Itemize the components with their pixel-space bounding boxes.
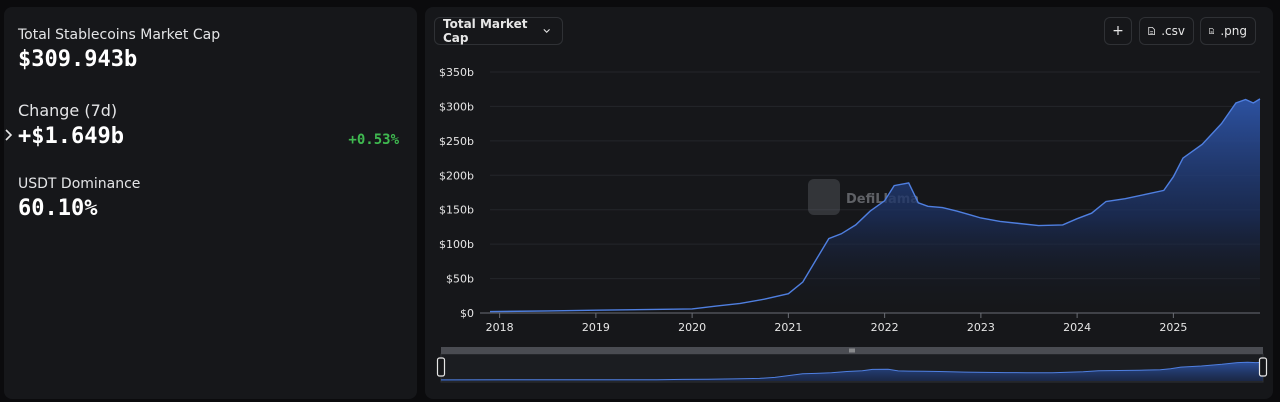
x-tick-label: 2025 <box>1159 321 1187 334</box>
chevron-down-icon <box>543 28 550 33</box>
x-tick-label: 2018 <box>486 321 514 334</box>
add-label: + <box>1112 23 1124 39</box>
chart-panel: DefiLlama $0 $50b $100b $150b $200b $250b $300… <box>425 7 1273 399</box>
chevron-right-icon[interactable] <box>4 128 14 142</box>
market-cap-value: $309.943b <box>18 47 138 72</box>
y-tick-label: $350b <box>439 66 474 79</box>
y-tick-label: $50b <box>446 273 474 286</box>
llama-logo-icon <box>808 179 840 215</box>
range-slider[interactable] <box>436 347 1268 383</box>
add-button[interactable]: + <box>1104 17 1132 45</box>
change-value: +$1.649b <box>18 124 124 149</box>
chart-canvas: DefiLlama $0$50b$100b$150b$200b$250b$300… <box>436 66 1268 383</box>
dominance-value: 60.10% <box>18 196 98 221</box>
dominance-label: USDT Dominance <box>18 176 141 192</box>
x-tick-label: 2024 <box>1063 321 1091 334</box>
y-tick-label: $200b <box>439 169 474 182</box>
y-tick-label: $150b <box>439 204 474 217</box>
download-png-button[interactable]: .png <box>1200 17 1256 45</box>
change-percent-badge: +0.53% <box>348 132 399 148</box>
x-tick-label: 2023 <box>967 321 995 334</box>
png-label: .png <box>1220 24 1247 38</box>
market-cap-line <box>489 98 1261 313</box>
x-tick-label: 2019 <box>582 321 610 334</box>
market-cap-area <box>490 98 1260 314</box>
y-tick-label: $100b <box>439 238 474 251</box>
range-slider-mini-line <box>440 361 1264 381</box>
summary-panel: Total Stablecoins Market Cap $309.943b C… <box>4 7 417 399</box>
file-icon <box>1209 28 1215 34</box>
range-handle-end[interactable] <box>1258 357 1268 377</box>
csv-label: .csv <box>1161 24 1185 38</box>
y-tick-label: $300b <box>439 100 474 113</box>
download-csv-button[interactable]: .csv <box>1139 17 1194 45</box>
y-tick-label: $250b <box>439 135 474 148</box>
x-tick-label: 2022 <box>871 321 899 334</box>
file-icon <box>1148 26 1155 36</box>
metric-select-label: Total Market Cap <box>443 17 528 45</box>
market-cap-label: Total Stablecoins Market Cap <box>18 27 221 43</box>
x-tick-label: 2020 <box>678 321 706 334</box>
x-tick-label: 2021 <box>774 321 802 334</box>
range-handle-start[interactable] <box>436 357 446 377</box>
y-tick-label: $0 <box>460 307 474 320</box>
change-label: Change (7d) <box>18 101 118 120</box>
metric-select-dropdown[interactable]: Total Market Cap <box>434 17 563 45</box>
